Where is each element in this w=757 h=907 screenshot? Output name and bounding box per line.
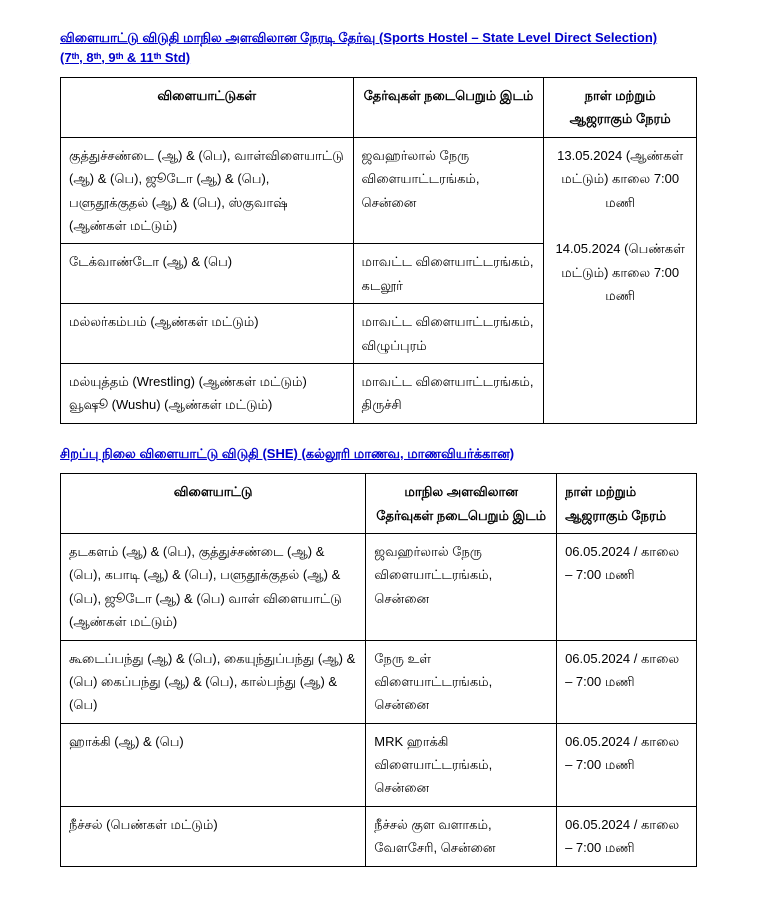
th-sport: விளையாட்டுகள் <box>61 78 354 138</box>
section2-title: சிறப்பு நிலை விளையாட்டு விடுதி (SHE) (கல… <box>60 444 697 464</box>
cell-sport: ஹாக்கி (ஆ) & (பெ) <box>61 723 366 806</box>
table1-header-row: விளையாட்டுகள் தேர்வுகள் நடைபெறும் இடம் ந… <box>61 78 697 138</box>
cell-venue: மாவட்ட விளையாட்டரங்கம், விழுப்புரம் <box>353 304 544 364</box>
cell-venue: MRK ஹாக்கி விளையாட்டரங்கம், சென்னை <box>366 723 557 806</box>
cell-sport: மல்லர்கம்பம் (ஆண்கள் மட்டும்) <box>61 304 354 364</box>
cell-venue: நீச்சல் குள வளாகம், வேளசேரி, சென்னை <box>366 806 557 866</box>
table2-header-row: விளையாட்டு மாநில அளவிலான தேர்வுகள் நடைபெ… <box>61 474 697 534</box>
th-sport: விளையாட்டு <box>61 474 366 534</box>
section1-title-line1: விளையாட்டு விடுதி மாநில அளவிலான நேரடி தே… <box>60 30 657 45</box>
cell-sport: கூடைப்பந்து (ஆ) & (பெ), கையுந்துப்பந்து … <box>61 640 366 723</box>
cell-date-merged: 13.05.2024 (ஆண்கள் மட்டும்) காலை 7:00 மண… <box>544 137 697 423</box>
cell-sport: குத்துச்சண்டை (ஆ) & (பெ), வாள்விளையாட்டு… <box>61 137 354 244</box>
table-sports-hostel: விளையாட்டுகள் தேர்வுகள் நடைபெறும் இடம் ந… <box>60 77 697 424</box>
table-row: குத்துச்சண்டை (ஆ) & (பெ), வாள்விளையாட்டு… <box>61 137 697 244</box>
section1-title-line2: (7ᵗʰ, 8ᵗʰ, 9ᵗʰ & 11ᵗʰ Std) <box>60 50 190 65</box>
cell-sport: மல்யுத்தம் (Wrestling) (ஆண்கள் மட்டும்) … <box>61 363 354 423</box>
cell-sport: டேக்வாண்டோ (ஆ) & (பெ) <box>61 244 354 304</box>
cell-date: 06.05.2024 / காலை – 7:00 மணி <box>557 806 697 866</box>
table-row: நீச்சல் (பெண்கள் மட்டும்) நீச்சல் குள வள… <box>61 806 697 866</box>
cell-sport: நீச்சல் (பெண்கள் மட்டும்) <box>61 806 366 866</box>
cell-venue: மாவட்ட விளையாட்டரங்கம், திருச்சி <box>353 363 544 423</box>
table-row: ஹாக்கி (ஆ) & (பெ) MRK ஹாக்கி விளையாட்டரங… <box>61 723 697 806</box>
cell-venue: மாவட்ட விளையாட்டரங்கம், கடலூர் <box>353 244 544 304</box>
cell-venue: ஜவஹர்லால் நேரு விளையாட்டரங்கம், சென்னை <box>353 137 544 244</box>
cell-date: 06.05.2024 / காலை – 7:00 மணி <box>557 723 697 806</box>
cell-date: 06.05.2024 / காலை – 7:00 மணி <box>557 640 697 723</box>
th-venue: தேர்வுகள் நடைபெறும் இடம் <box>353 78 544 138</box>
cell-venue: நேரு உள் விளையாட்டரங்கம், சென்னை <box>366 640 557 723</box>
cell-sport: தடகளம் (ஆ) & (பெ), குத்துச்சண்டை (ஆ) & (… <box>61 533 366 640</box>
cell-date: 06.05.2024 / காலை – 7:00 மணி <box>557 533 697 640</box>
table-row: கூடைப்பந்து (ஆ) & (பெ), கையுந்துப்பந்து … <box>61 640 697 723</box>
th-date: நாள் மற்றும் ஆஜராகும் நேரம் <box>544 78 697 138</box>
section1-title: விளையாட்டு விடுதி மாநில அளவிலான நேரடி தே… <box>60 28 697 67</box>
th-venue: மாநில அளவிலான தேர்வுகள் நடைபெறும் இடம் <box>366 474 557 534</box>
table-she-hostel: விளையாட்டு மாநில அளவிலான தேர்வுகள் நடைபெ… <box>60 473 697 866</box>
table-row: தடகளம் (ஆ) & (பெ), குத்துச்சண்டை (ஆ) & (… <box>61 533 697 640</box>
cell-venue: ஜவஹர்லால் நேரு விளையாட்டரங்கம், சென்னை <box>366 533 557 640</box>
th-date: நாள் மற்றும் ஆஜராகும் நேரம் <box>557 474 697 534</box>
